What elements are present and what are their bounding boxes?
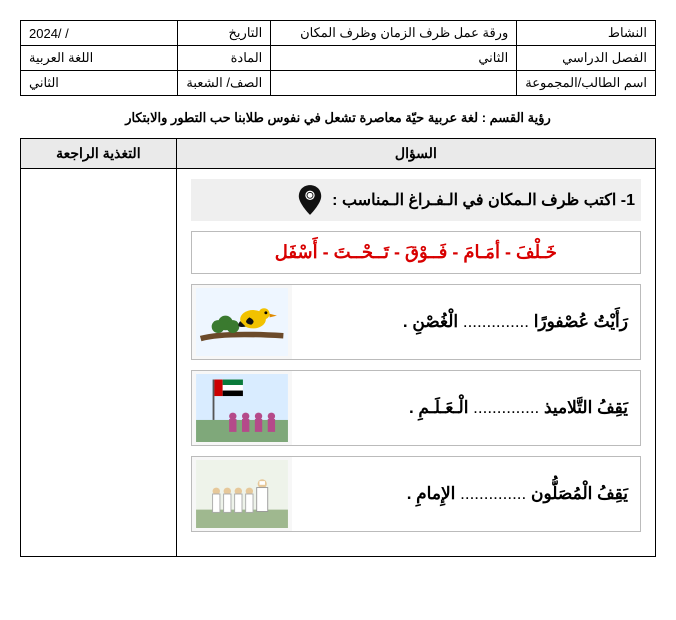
sentence-after: الإِمامِ . <box>407 484 456 503</box>
sentence-after: الْغُصْنِ . <box>403 312 458 331</box>
bird-on-branch-icon <box>196 288 288 356</box>
main-table: السؤال التغذية الراجعة 1- اكتب ظرف الـمك… <box>20 138 656 557</box>
blank[interactable]: .............. <box>460 484 526 503</box>
student-label: اسم الطالب/المجموعة <box>517 71 656 96</box>
vision-statement: رؤية القسم : لغة عربية حيّة معاصرة تشعل … <box>20 110 656 126</box>
blank[interactable]: .............. <box>473 398 539 417</box>
column-header-feedback: التغذية الراجعة <box>21 139 177 169</box>
class-label: الصف/ الشعبة <box>178 71 271 96</box>
semester-value: الثاني <box>271 46 517 71</box>
activity-label: النشاط <box>517 21 656 46</box>
subject-label: المادة <box>178 46 271 71</box>
subject-value: اللغة العربية <box>21 46 178 71</box>
question-title: 1- اكتب ظرف الـمكان في الـفـراغ الـمناسب… <box>332 190 635 210</box>
flag-students-icon <box>196 374 288 442</box>
worksheet-header-table: النشاط ورقة عمل ظرف الزمان وظرف المكان ا… <box>20 20 656 96</box>
date-label: التاريخ <box>178 21 271 46</box>
blank[interactable]: .............. <box>463 312 529 331</box>
activity-value: ورقة عمل ظرف الزمان وظرف المكان <box>271 21 517 46</box>
sentence-before: يَقِفُ التَّلاميذ <box>539 398 628 417</box>
question-item: يَقِفُ التَّلاميذ .............. الْـعَـ… <box>191 370 641 446</box>
sentence-text: يَقِفُ الْمُصَلُّون .............. الإِم… <box>292 457 640 531</box>
column-header-question: السؤال <box>176 139 655 169</box>
item-image <box>192 285 292 359</box>
sentence-text: يَقِفُ التَّلاميذ .............. الْـعَـ… <box>292 371 640 445</box>
prayer-imam-icon <box>196 460 288 528</box>
sentence-text: رَأَيْتُ عُصْفورًا .............. الْغُص… <box>292 285 640 359</box>
location-pin-icon <box>296 183 324 217</box>
sentence-before: رَأَيْتُ عُصْفورًا <box>529 312 628 331</box>
date-value: / /2024 <box>21 21 178 46</box>
question-item: يَقِفُ الْمُصَلُّون .............. الإِم… <box>191 456 641 532</box>
feedback-cell[interactable] <box>21 169 177 557</box>
item-image <box>192 457 292 531</box>
question-title-row: 1- اكتب ظرف الـمكان في الـفـراغ الـمناسب… <box>191 179 641 221</box>
sentence-after: الْـعَـلَـمِ . <box>409 398 468 417</box>
word-bank: خَـلْفَ - أمَـامَ - فَــوْقَ - تَــحْــت… <box>191 231 641 274</box>
question-item: رَأَيْتُ عُصْفورًا .............. الْغُص… <box>191 284 641 360</box>
item-image <box>192 371 292 445</box>
student-value <box>271 71 517 96</box>
semester-label: الفصل الدراسي <box>517 46 656 71</box>
sentence-before: يَقِفُ الْمُصَلُّون <box>526 484 628 503</box>
class-value: الثاني <box>21 71 178 96</box>
